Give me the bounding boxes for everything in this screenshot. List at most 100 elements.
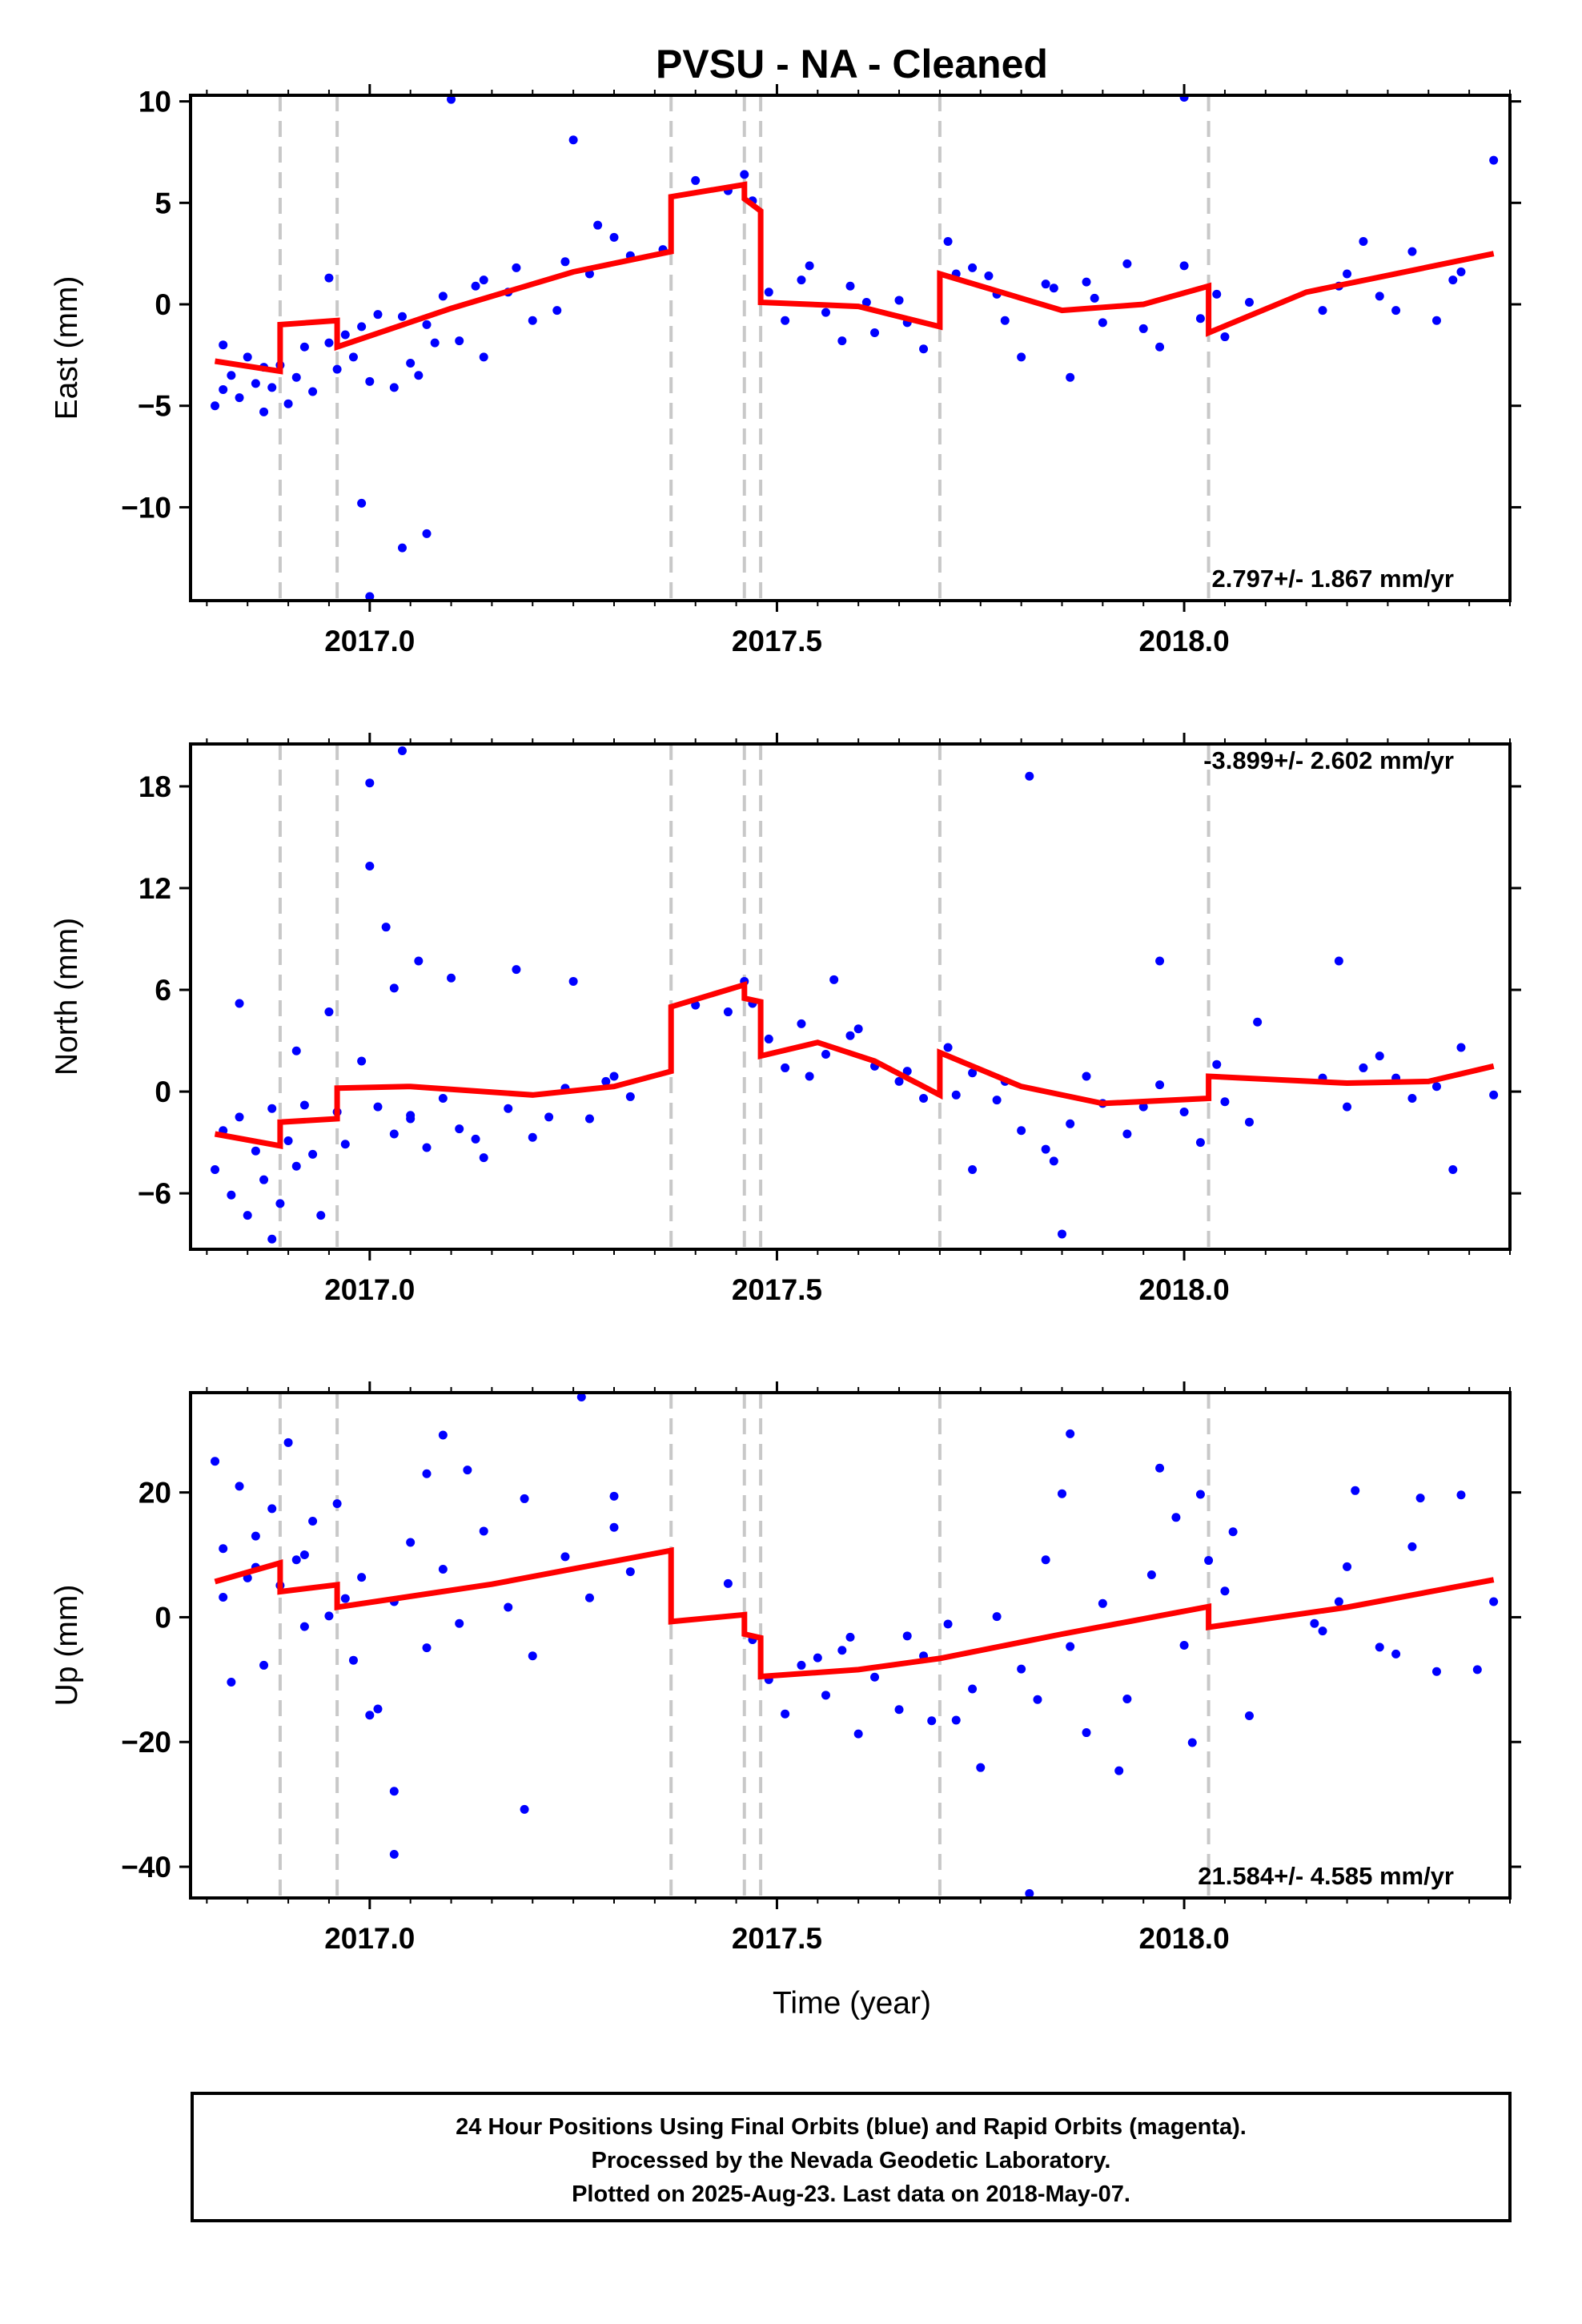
up-data-point [1415,1494,1425,1503]
north-data-point [544,1112,554,1122]
up-data-point [340,1594,350,1603]
up-data-point [357,1573,367,1582]
north-data-point [373,1102,383,1112]
up-data-point [1318,1626,1327,1636]
up-data-point [1391,1649,1401,1659]
up-data-point [1017,1664,1026,1674]
east-data-point [447,95,456,104]
east-data-point [414,371,424,380]
east-data-point [1049,283,1058,293]
up-data-point [1228,1527,1238,1537]
north-data-point [365,778,375,788]
up-data-point [299,1550,309,1560]
up-x-tick-label: 2017.0 [324,1922,415,1955]
up-data-point [520,1494,529,1503]
east-data-point [324,338,334,348]
east-data-point [1179,95,1189,103]
up-data-point [1220,1586,1230,1596]
up-data-point [267,1504,277,1514]
north-data-point [308,1149,318,1159]
north-data-point [951,1090,961,1100]
up-data-point [943,1619,953,1629]
north-data-point [1049,1156,1058,1166]
up-data-point [283,1437,293,1447]
up-data-point [992,1612,1002,1622]
east-data-point [984,271,994,281]
up-data-point [1407,1542,1417,1551]
up-data-point [1057,1489,1066,1498]
north-data-point [968,1164,978,1174]
east-data-point [365,592,375,601]
north-data-point [267,1104,277,1113]
east-y-tick-label: 10 [139,86,171,119]
east-data-point [438,292,448,301]
east-data-point [267,383,277,392]
north-points [211,746,1499,1244]
east-data-point [1017,352,1026,362]
east-data-point [373,310,383,320]
east-data-point [1431,316,1441,325]
up-data-point [1431,1667,1441,1676]
up-data-point [902,1631,912,1641]
east-data-point [805,261,814,271]
north-data-point [357,1056,367,1066]
up-data-point [1351,1486,1360,1495]
east-data-point [211,401,220,411]
east-panel: 2017.0 2017.5 2018.0 10 5 0 −5 −10 East (mm) 2.79… [50,84,1521,657]
east-data-point [1098,318,1107,328]
north-data-point [316,1211,326,1220]
north-data-point [1407,1094,1417,1104]
east-data-point [1195,314,1205,324]
up-data-point [1472,1665,1482,1675]
east-data-point [1066,372,1075,382]
east-data-point [422,320,432,329]
east-data-point [348,352,358,362]
north-data-point [601,1076,611,1086]
east-y-tick-label: −10 [121,491,171,524]
up-data-point [821,1691,830,1700]
east-y-tick-label: 0 [155,288,171,321]
east-data-point [397,543,407,553]
up-data-point [332,1499,342,1509]
east-data-point [324,273,334,283]
north-data-point [324,1007,334,1017]
north-frame [189,742,1512,1251]
east-data-point [1448,275,1458,285]
up-data-point [406,1538,416,1547]
footer-line-1: 24 Hour Positions Using Final Orbits (bl… [456,2114,1247,2140]
up-data-point [365,1711,375,1720]
east-data-point [1489,155,1499,165]
up-data-point [520,1804,529,1814]
north-data-point [389,1129,399,1139]
east-fit-line [214,181,1495,375]
east-data-point [1155,342,1165,352]
north-data-point [1017,1126,1026,1136]
east-data-point [797,275,806,285]
up-fit-line [214,1546,1495,1680]
north-x-tick-label: 2017.0 [324,1273,415,1306]
north-data-point [235,1112,244,1122]
north-y-tick-label: 0 [155,1076,171,1108]
east-data-point [845,281,855,291]
east-data-point [821,308,830,317]
up-data-point [1025,1889,1034,1898]
north-data-point [1343,1102,1352,1112]
north-data-point [422,1143,432,1152]
up-data-point [1114,1766,1124,1775]
east-data-point [552,306,562,316]
up-data-point [1155,1463,1165,1473]
north-data-point [723,1007,733,1017]
east-data-point [471,281,480,291]
east-y-axis-label: East (mm) [50,276,84,420]
east-data-point [291,372,301,382]
up-data-point [870,1672,880,1682]
north-data-point [438,1094,448,1104]
north-data-point [943,1043,953,1052]
north-data-point [853,1024,863,1034]
up-data-point [1343,1562,1352,1571]
east-data-point [357,498,367,508]
up-data-point [251,1531,260,1541]
north-data-point [291,1161,301,1171]
up-data-point [1195,1490,1205,1499]
north-panel: 2017.0 2017.5 2018.0 18 12 6 0 −6 North (mm) -3.8… [50,733,1521,1306]
